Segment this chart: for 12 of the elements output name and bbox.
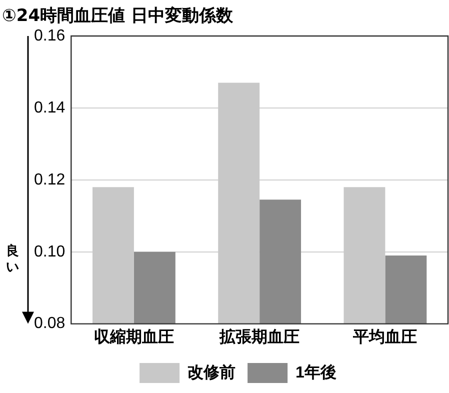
legend-label: 1年後 bbox=[296, 363, 336, 382]
x-tick-label: 拡張期血圧 bbox=[218, 328, 300, 346]
y-tick-label: 0.16 bbox=[34, 27, 66, 44]
chart-title: ①24時間血圧値 日中変動係数 bbox=[2, 5, 233, 27]
y-tick-label: 0.14 bbox=[34, 99, 66, 116]
y-tick-label: 0.10 bbox=[34, 243, 66, 260]
text: 良い bbox=[6, 244, 20, 276]
x-tick-label: 平均血圧 bbox=[352, 328, 418, 346]
legend-label: 改修前 bbox=[188, 363, 236, 382]
y-tick-label: 0.12 bbox=[34, 171, 66, 188]
x-tick-label: 収縮期血圧 bbox=[94, 328, 174, 346]
y-tick-label: 0.08 bbox=[34, 315, 66, 332]
